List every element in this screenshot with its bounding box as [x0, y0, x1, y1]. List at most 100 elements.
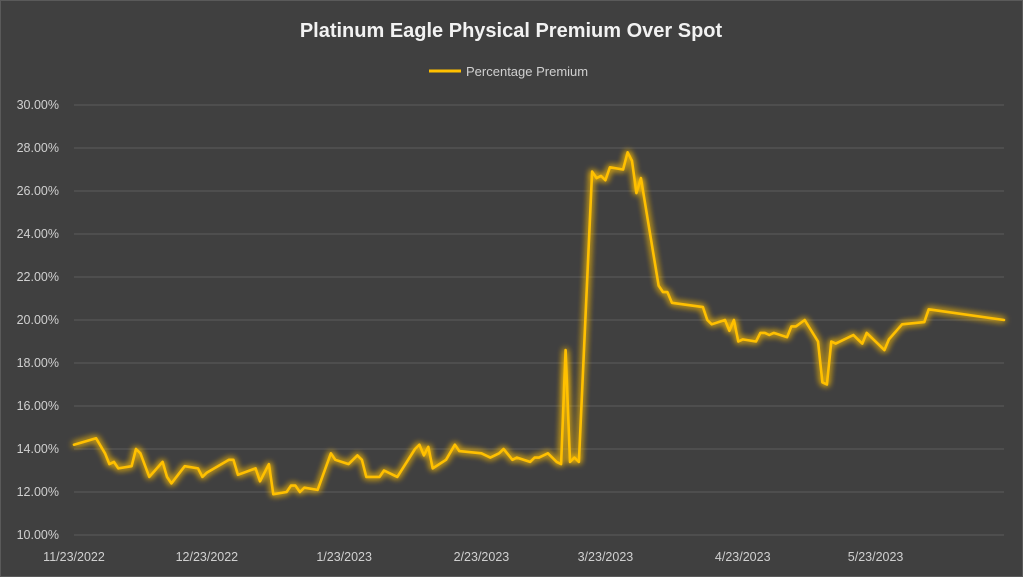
data-point — [635, 192, 638, 194]
data-point — [259, 480, 261, 483]
data-point — [445, 459, 447, 461]
data-point — [865, 332, 868, 334]
data-point — [759, 332, 762, 334]
data-point — [135, 448, 137, 450]
data-point — [529, 461, 531, 463]
data-point — [272, 493, 275, 496]
data-point — [161, 461, 164, 463]
data-point — [901, 323, 903, 326]
data-point — [414, 448, 416, 450]
data-point — [737, 340, 740, 343]
data-point — [498, 452, 500, 455]
data-point — [626, 151, 629, 154]
data-point — [454, 443, 456, 446]
data-point — [830, 340, 833, 343]
y-tick-label: 12.00% — [17, 485, 59, 499]
chart-legend: Percentage Premium — [429, 64, 588, 79]
data-point — [622, 168, 624, 171]
data-point — [578, 461, 580, 463]
data-point — [303, 486, 306, 489]
y-tick-label: 10.00% — [17, 528, 59, 542]
x-tick-label: 4/23/2023 — [715, 550, 771, 564]
data-point — [206, 471, 208, 474]
data-point — [489, 456, 492, 459]
data-point — [569, 461, 571, 463]
data-point — [826, 383, 828, 386]
data-point — [268, 463, 270, 465]
data-point — [316, 489, 319, 491]
y-tick-label: 16.00% — [17, 399, 59, 413]
data-point — [706, 319, 709, 321]
x-tick-label: 12/23/2022 — [176, 550, 239, 564]
data-point — [1003, 319, 1005, 321]
y-tick-label: 14.00% — [17, 442, 59, 456]
data-point — [803, 319, 806, 321]
series-layer — [72, 151, 1006, 496]
data-point — [170, 482, 173, 485]
data-point — [365, 476, 368, 478]
data-point — [631, 160, 633, 162]
data-point — [334, 459, 337, 461]
data-point — [427, 446, 430, 448]
data-point — [573, 456, 576, 459]
data-point — [294, 484, 297, 487]
data-point — [861, 342, 864, 345]
data-point — [888, 338, 890, 341]
y-axis-ticks: 10.00% 12.00% 14.00% 16.00% 18.00% 20.00% 22.0… — [17, 98, 59, 542]
x-tick-label: 1/23/2023 — [316, 550, 372, 564]
data-point — [423, 454, 425, 457]
data-point — [480, 452, 483, 455]
data-point — [600, 175, 602, 177]
data-point — [560, 463, 562, 465]
data-point — [591, 170, 593, 173]
data-point — [166, 476, 168, 478]
data-point — [511, 459, 514, 461]
data-point — [595, 177, 598, 179]
data-point — [533, 456, 536, 459]
data-point — [73, 443, 75, 446]
data-point — [117, 467, 120, 470]
data-point — [821, 381, 824, 384]
y-tick-label: 22.00% — [17, 270, 59, 284]
y-tick-label: 26.00% — [17, 184, 59, 198]
data-point — [290, 484, 292, 487]
data-point — [927, 308, 930, 311]
legend-label: Percentage Premium — [466, 64, 588, 79]
data-point — [228, 459, 230, 461]
data-point — [183, 465, 186, 468]
data-point — [330, 452, 332, 455]
data-point — [104, 452, 106, 455]
grid-lines — [74, 104, 1004, 536]
data-point — [547, 452, 549, 455]
data-point — [733, 319, 735, 321]
series-line-percentage-premium — [72, 151, 1006, 496]
data-point — [790, 325, 793, 328]
x-tick-label: 11/23/2022 — [43, 550, 105, 564]
data-point — [347, 463, 350, 465]
y-tick-label: 20.00% — [17, 313, 59, 327]
data-point — [148, 476, 151, 478]
data-point — [741, 338, 744, 341]
data-point — [356, 454, 359, 457]
y-tick-label: 18.00% — [17, 356, 59, 370]
data-point — [666, 291, 669, 293]
data-point — [139, 452, 142, 455]
data-point — [923, 321, 926, 323]
data-point — [662, 291, 664, 293]
data-point — [538, 456, 540, 459]
data-point — [564, 349, 567, 351]
data-point — [883, 349, 886, 351]
data-point — [857, 338, 859, 341]
x-axis-ticks: 11/23/2022 12/23/2022 1/23/2023 2/23/2023 3/… — [43, 550, 903, 564]
data-point — [852, 334, 855, 336]
data-point — [604, 179, 607, 181]
data-point — [95, 437, 97, 440]
data-point — [418, 443, 421, 446]
data-point — [237, 474, 239, 476]
data-point — [299, 491, 301, 493]
data-point — [555, 461, 558, 463]
y-tick-label: 24.00% — [17, 227, 59, 241]
data-point — [431, 467, 434, 470]
